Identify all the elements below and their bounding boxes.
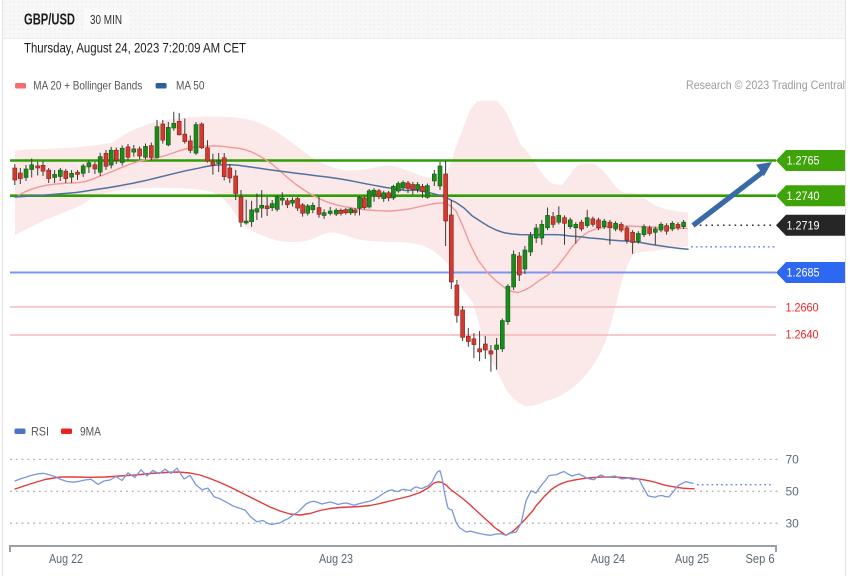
svg-text:Aug 24: Aug 24 [591, 552, 625, 566]
svg-text:Research © 2023 Trading Centra: Research © 2023 Trading Central [686, 78, 845, 92]
svg-text:9MA: 9MA [80, 424, 101, 438]
svg-text:MA 50: MA 50 [176, 79, 205, 93]
svg-text:30 MIN: 30 MIN [90, 13, 122, 27]
svg-text:70: 70 [786, 453, 800, 467]
svg-text:1.2640: 1.2640 [786, 330, 819, 342]
svg-text:Aug 22: Aug 22 [49, 552, 83, 566]
svg-text:1.2740: 1.2740 [787, 189, 820, 203]
svg-text:1.2719: 1.2719 [787, 219, 820, 233]
svg-text:MA 20 + Bollinger Bands: MA 20 + Bollinger Bands [33, 79, 142, 93]
svg-text:RSI: RSI [31, 424, 49, 438]
svg-text:1.2685: 1.2685 [787, 266, 820, 280]
svg-text:Aug 23: Aug 23 [319, 552, 353, 566]
svg-text:1.2765: 1.2765 [787, 154, 820, 168]
svg-text:1.2660: 1.2660 [786, 303, 819, 315]
svg-text:Thursday, August 24, 2023 7:20: Thursday, August 24, 2023 7:20:09 AM CET [24, 40, 246, 56]
svg-text:50: 50 [786, 485, 800, 499]
svg-text:Aug 25: Aug 25 [675, 552, 709, 566]
svg-text:GBP/USD: GBP/USD [24, 12, 75, 29]
svg-text:Sep 6: Sep 6 [746, 552, 775, 566]
svg-text:30: 30 [786, 516, 800, 530]
